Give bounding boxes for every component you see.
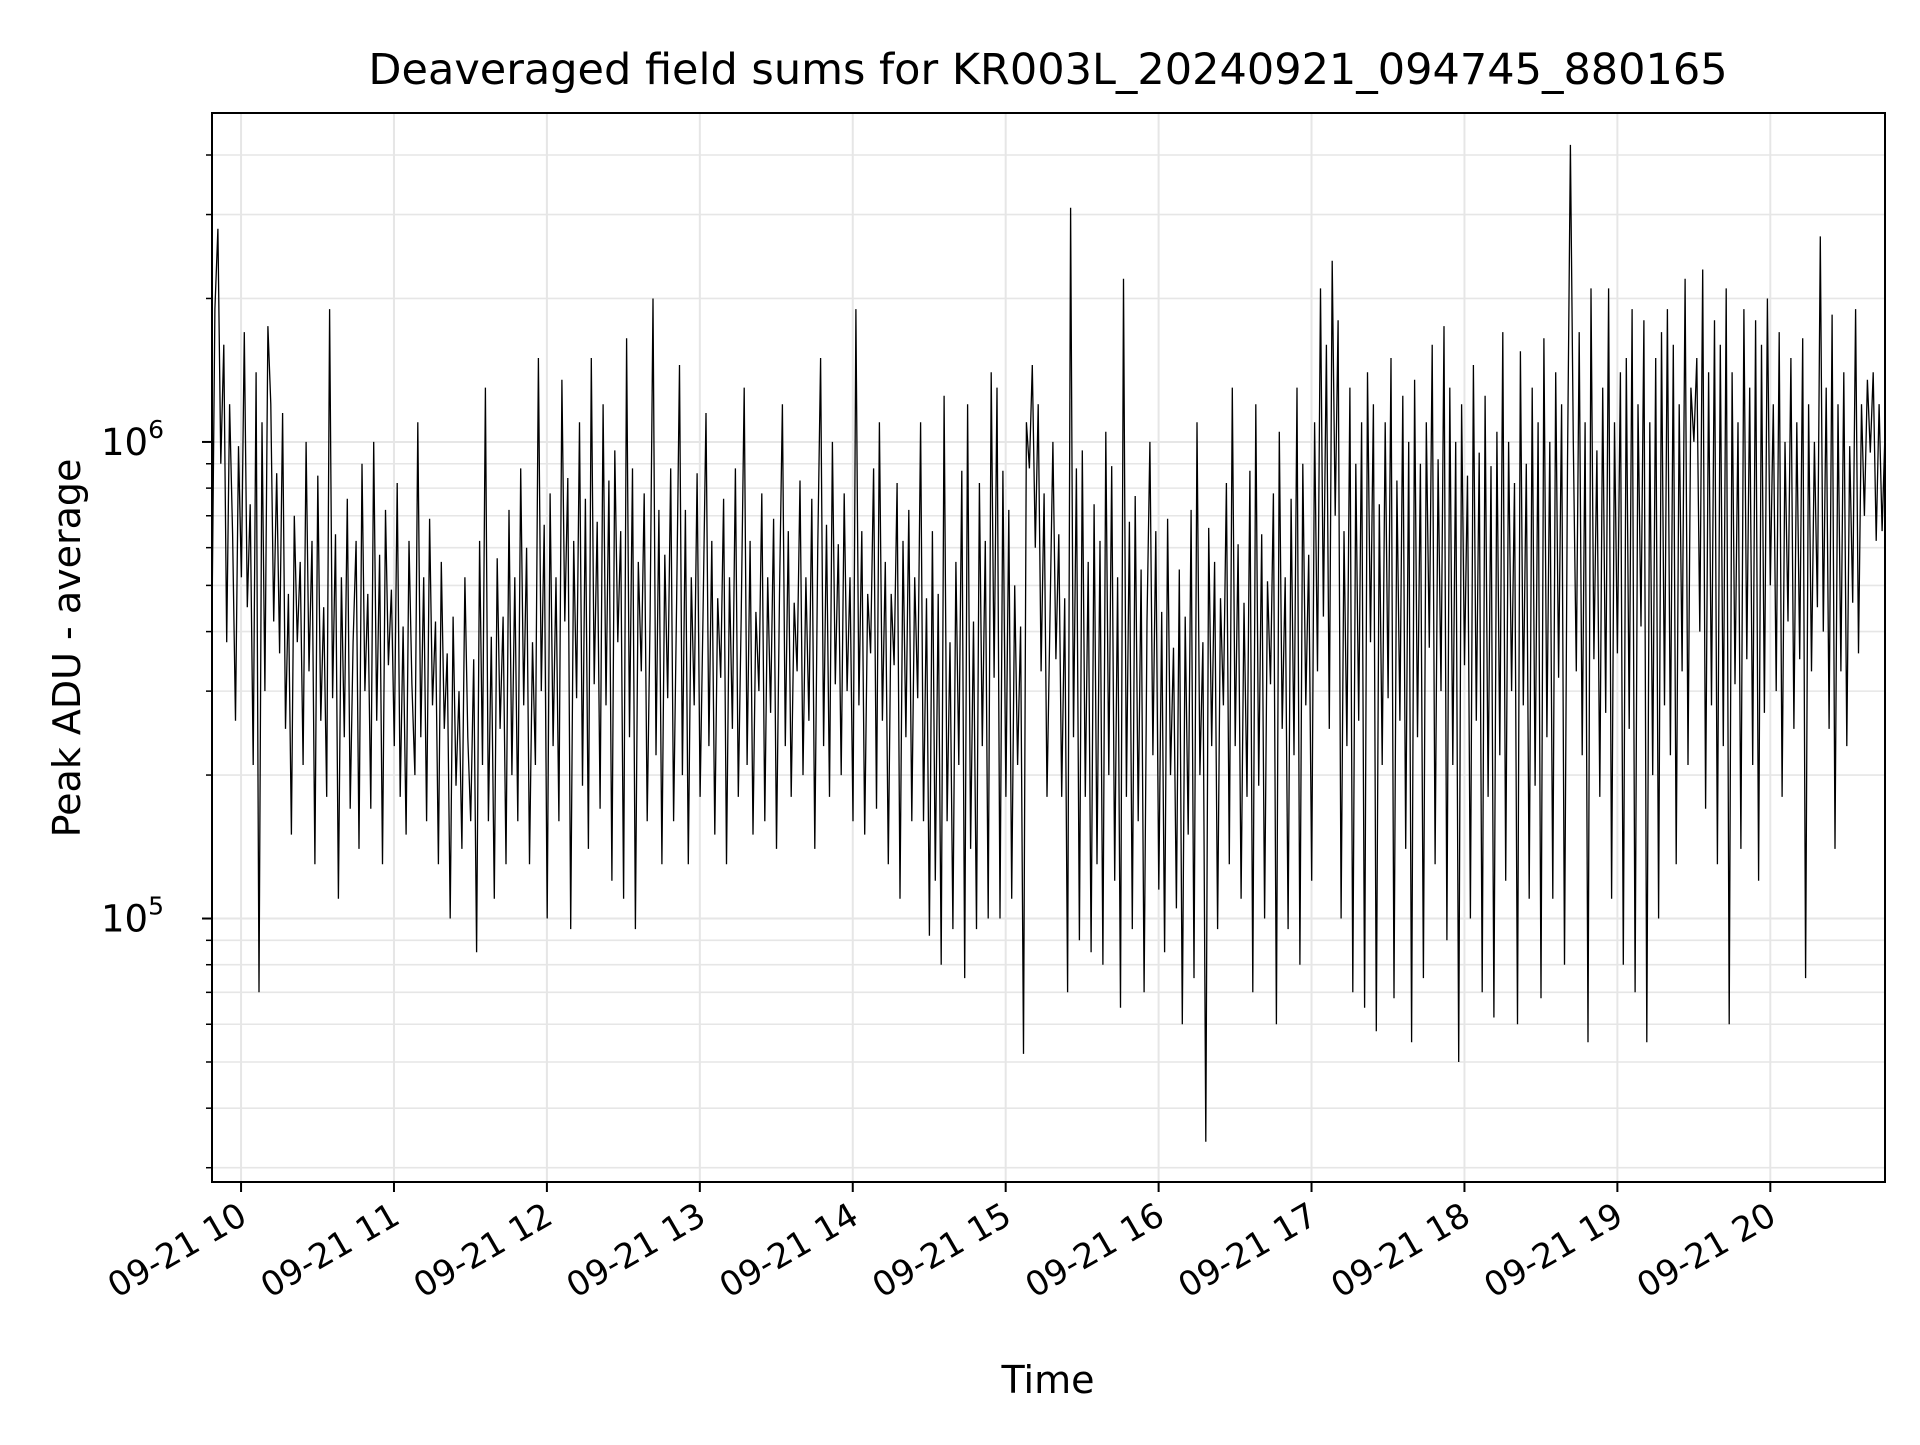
x-axis-label: Time (1001, 1358, 1095, 1402)
y-tick-label: 106 (101, 415, 164, 464)
y-axis-label: Peak ADU - average (45, 459, 89, 838)
y-tick-label: 105 (101, 892, 164, 941)
series-line (211, 144, 1886, 1142)
chart-title: Deaveraged field sums for KR003L_2024092… (368, 45, 1727, 95)
plot-frame (211, 112, 1886, 1183)
data-series (211, 144, 1886, 1142)
